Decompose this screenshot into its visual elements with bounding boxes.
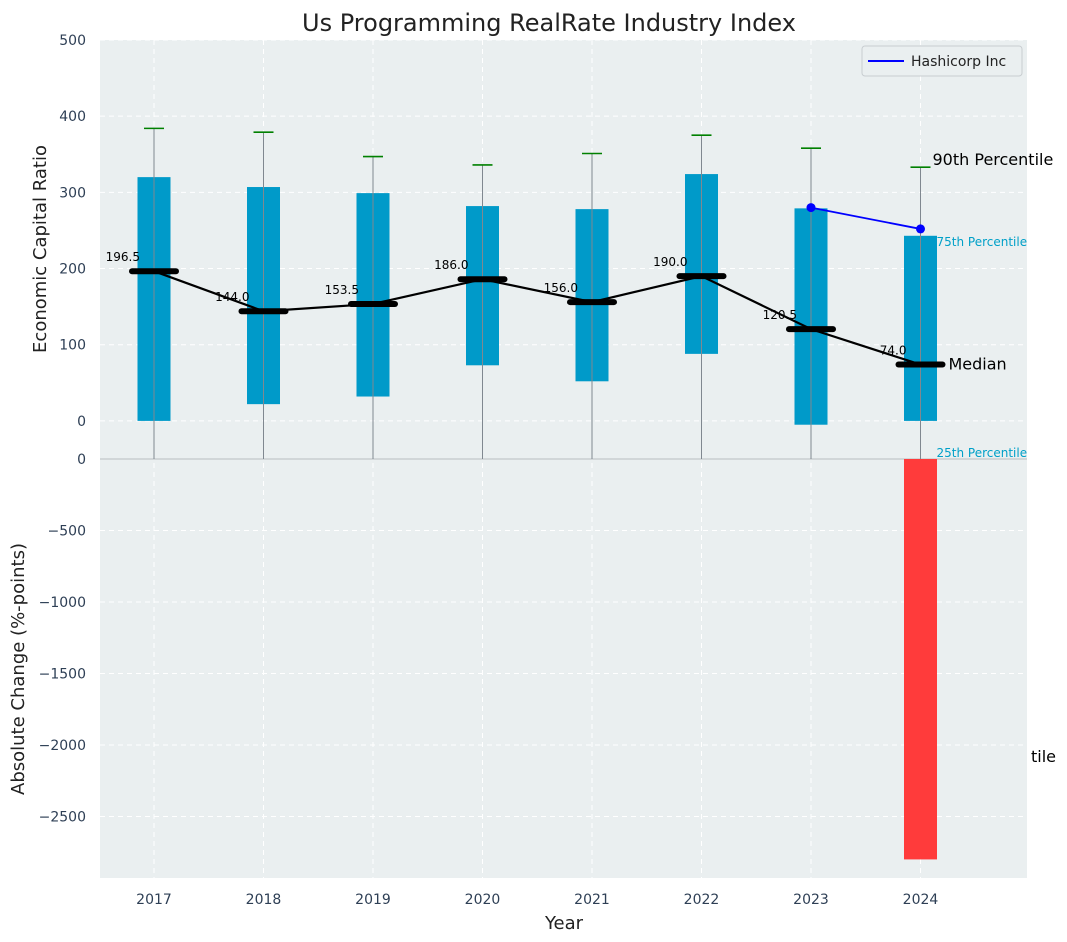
x-tick-label: 2019 <box>355 892 391 908</box>
annotation-median: Median <box>949 355 1007 374</box>
y-tick-label-bottom: −1000 <box>39 595 86 611</box>
x-tick-label: 2017 <box>136 892 172 908</box>
y-tick-label-top: 500 <box>59 33 86 49</box>
y-tick-label-top: 100 <box>59 338 86 354</box>
x-tick-label: 2020 <box>465 892 501 908</box>
median-label-2024: 74.0 <box>880 344 907 358</box>
annotation-clipped: tile <box>1031 747 1056 766</box>
median-label-2020: 186.0 <box>434 258 468 272</box>
annotation-75th-percentile: 75th Percentile <box>937 235 1028 249</box>
y-tick-label-bottom: −1500 <box>39 667 86 683</box>
legend-frame <box>861 45 1023 77</box>
x-axis-label: Year <box>544 913 584 934</box>
y-axis-label-bottom: Absolute Change (%-points) <box>8 543 29 795</box>
annotation-25th-percentile: 25th Percentile <box>937 446 1028 460</box>
y-tick-label-top: 400 <box>59 109 86 125</box>
y-tick-label-top: 0 <box>77 414 86 430</box>
labels: 500 400 300 200 100 0 0 −500 −1000 −1500 −2000 −250… <box>39 33 1056 908</box>
x-tick-label: 2018 <box>246 892 282 908</box>
x-tick-label: 2023 <box>793 892 829 908</box>
y-tick-label-bottom: −2500 <box>39 810 86 826</box>
y-axis-label-top: Economic Capital Ratio <box>30 145 51 353</box>
median-label-2022: 190.0 <box>653 255 687 269</box>
annotation-90th-percentile: 90th Percentile <box>933 150 1054 169</box>
y-tick-label-bottom: −500 <box>48 524 86 540</box>
x-tick-label: 2021 <box>574 892 610 908</box>
y-tick-label-bottom: 0 <box>77 452 86 468</box>
y-tick-label-bottom: −2000 <box>39 738 86 754</box>
median-label-2023: 120.5 <box>763 308 797 322</box>
median-label-2018: 144.0 <box>215 290 249 304</box>
company-line <box>810 206 921 230</box>
y-tick-label-top: 300 <box>59 185 86 201</box>
marks <box>129 127 946 459</box>
chart-title: Us Programming RealRate Industry Index <box>302 9 796 37</box>
x-tick-label: 2022 <box>684 892 720 908</box>
median-label-2019: 153.5 <box>325 283 359 297</box>
legend-label-hashicorp: Hashicorp Inc <box>911 54 1006 70</box>
company-point-2024 <box>916 224 925 234</box>
company-point-2023 <box>806 203 816 213</box>
y-tick-label-top: 200 <box>59 262 86 278</box>
median-label-2017: 196.5 <box>106 250 140 264</box>
median-label-2021: 156.0 <box>544 281 578 295</box>
change-bar-2024 <box>904 459 937 860</box>
x-tick-label: 2024 <box>903 892 939 908</box>
legend: Hashicorp Inc <box>861 45 1023 77</box>
